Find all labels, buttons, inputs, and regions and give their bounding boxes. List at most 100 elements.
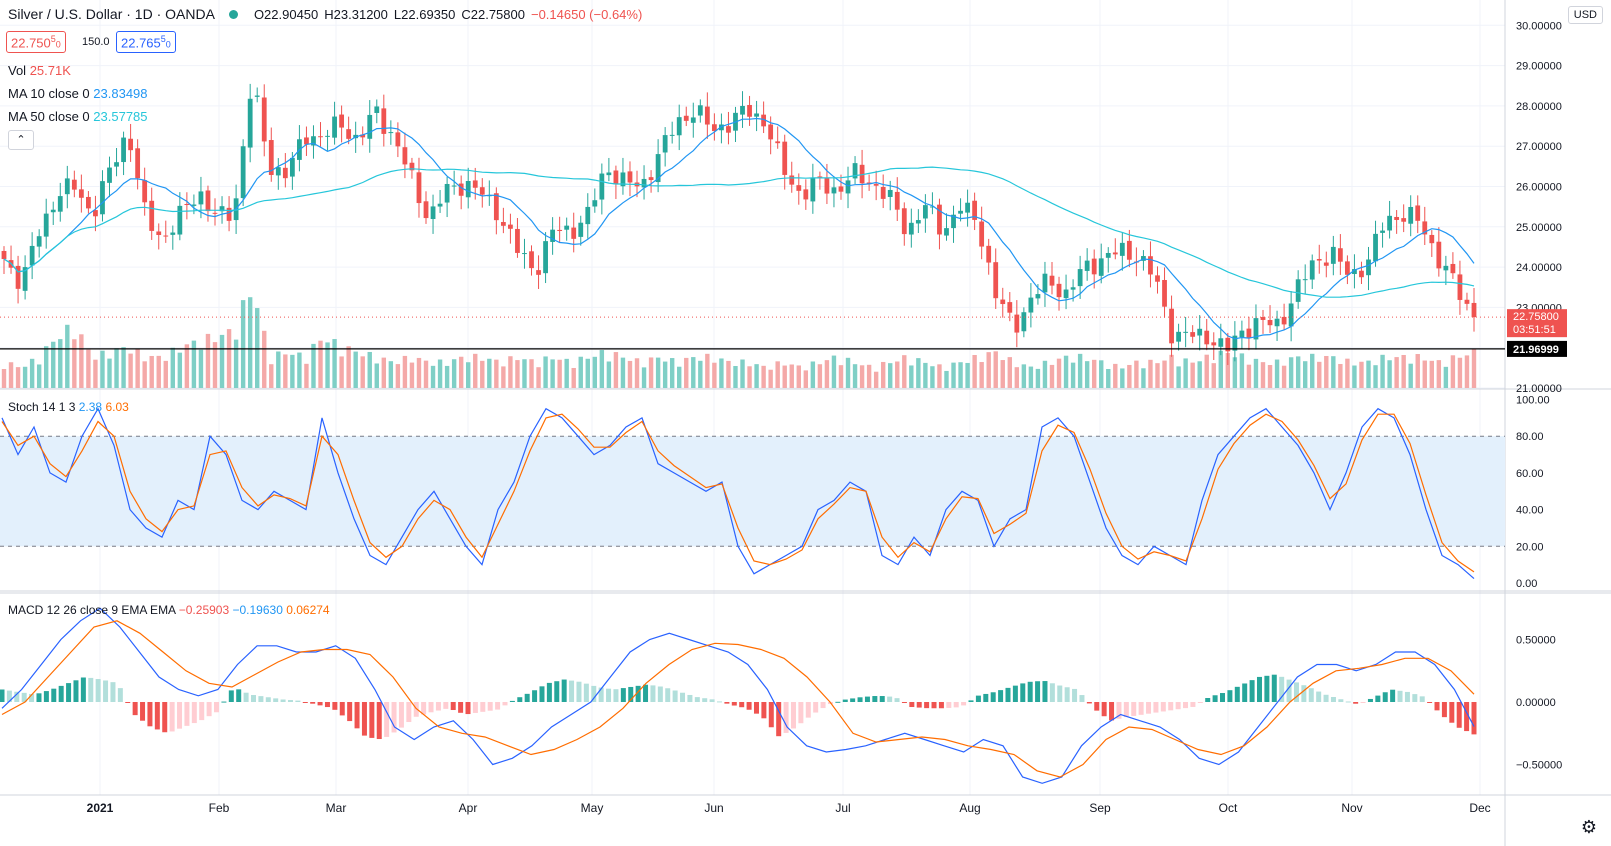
volume-bar (585, 358, 590, 388)
candle-body (465, 180, 471, 198)
volume-bar (233, 339, 239, 388)
stoch-axis-label: 80.00 (1516, 431, 1544, 443)
macd-histogram-bar (776, 702, 782, 737)
candle-body (254, 95, 260, 97)
gear-icon[interactable]: ⚙ (1580, 817, 1597, 837)
candle-body (444, 183, 450, 203)
macd-histogram-bar (1190, 702, 1196, 707)
volume-bar (648, 357, 654, 388)
volume-bar (212, 342, 218, 388)
candle-body (789, 175, 795, 185)
macd-histogram-bar (147, 702, 153, 727)
volume-bar (1106, 368, 1111, 388)
macd-histogram-bar (1286, 679, 1292, 702)
macd-histogram-bar (1109, 702, 1115, 721)
candle-body (472, 180, 478, 188)
volume-bar (620, 357, 626, 388)
chevron-up-icon[interactable]: ⌃ (8, 130, 34, 150)
volume-bar (1162, 360, 1167, 388)
volume-bar (669, 358, 675, 388)
macd-histogram-bar (1086, 702, 1092, 704)
stochastic-pane (0, 407, 1505, 580)
candle-body (219, 206, 225, 212)
macd-histogram-bar (191, 702, 197, 724)
time-axis-label: Aug (959, 801, 980, 815)
candle-body (268, 140, 274, 175)
volume-bar (184, 344, 190, 388)
volume-bar (705, 353, 710, 388)
candle-body (564, 225, 570, 230)
volume-bar (311, 343, 316, 388)
volume-bar (796, 365, 801, 388)
candle-body (64, 178, 70, 195)
legend-ma10[interactable]: MA 10 close 0 23.83498 (8, 86, 148, 101)
price-axis[interactable]: 2021 Feb Mar Apr May Jun Jul Aug Sep Oct Nov Dec 21.… (87, 20, 1567, 815)
candle-body (15, 265, 21, 289)
legend-volume[interactable]: Vol 25.71K (8, 63, 71, 78)
volume-bar (592, 356, 598, 388)
candle-body (662, 135, 668, 153)
volume-bar (381, 357, 387, 388)
sell-quote-button[interactable]: 22.75050 (6, 31, 66, 54)
macd-histogram-bar (265, 697, 271, 702)
macd-histogram-bar (665, 688, 671, 702)
chart-header: Silver / U.S. Dollar · 1D · OANDA O22.90… (8, 6, 642, 22)
macd-histogram-bar (657, 686, 663, 702)
macd-histogram-bar (21, 692, 27, 702)
volume-bar (895, 361, 900, 388)
macd-histogram-bar (347, 702, 353, 722)
price-axis-label: 29.00000 (1516, 61, 1562, 73)
macd-histogram-bar (983, 693, 989, 702)
volume-bar (494, 359, 499, 388)
candle-body (557, 229, 563, 231)
volume-bar (859, 365, 865, 388)
last-price-text: 22.75800 (1513, 311, 1559, 323)
macd-histogram-bar (1234, 686, 1240, 702)
candle-body (1112, 252, 1118, 255)
macd-histogram-bar (1227, 690, 1233, 702)
macd-histogram-bar (1160, 702, 1166, 712)
macd-axis-label: 0.50000 (1516, 635, 1556, 647)
volume-bar (1450, 355, 1456, 388)
volume-bar (543, 356, 548, 388)
macd-histogram-bar (228, 690, 234, 702)
volume-bar (550, 359, 555, 388)
candle-body (719, 124, 724, 131)
candle-body (1183, 331, 1189, 333)
candle-body (142, 180, 148, 203)
symbol-title[interactable]: Silver / U.S. Dollar · 1D · OANDA (8, 6, 215, 22)
time-axis-label: Jul (835, 801, 850, 815)
candle-body (205, 190, 211, 212)
stoch-axis-label: 60.00 (1516, 468, 1544, 480)
candle-body (599, 173, 605, 200)
ma50-line (3, 166, 1475, 298)
candle-body (1323, 262, 1329, 266)
price-axis-label: 30.00000 (1516, 20, 1562, 32)
volume-bar (571, 367, 576, 388)
candle-body (1429, 234, 1435, 244)
currency-button[interactable]: USD (1567, 6, 1603, 24)
candle-body (1436, 241, 1442, 269)
macd-histogram-bar (953, 702, 959, 708)
volume-bar (1204, 354, 1209, 388)
legend-ma50[interactable]: MA 50 close 0 23.57785 (8, 109, 148, 124)
candle-body (831, 187, 837, 194)
macd-histogram-bar (931, 702, 937, 709)
macd-histogram-bar (398, 702, 404, 728)
volume-bar (782, 365, 787, 388)
macd-histogram-bar (1005, 687, 1011, 702)
candle-body (683, 115, 689, 121)
volume-bar (1422, 360, 1427, 388)
legend-stoch[interactable]: Stoch 14 1 3 2.38 6.03 (8, 400, 129, 414)
candle-body (711, 124, 717, 132)
candle-body (571, 227, 577, 239)
buy-quote-button[interactable]: 22.76550 (116, 31, 176, 54)
candle-body (100, 181, 105, 215)
volume-bar (163, 360, 168, 388)
macd-histogram-bar (184, 702, 190, 726)
legend-macd[interactable]: MACD 12 26 close 9 EMA EMA −0.25903 −0.1… (8, 603, 330, 617)
candle-body (543, 241, 548, 274)
candle-body (282, 167, 288, 179)
candle-body (873, 183, 879, 186)
